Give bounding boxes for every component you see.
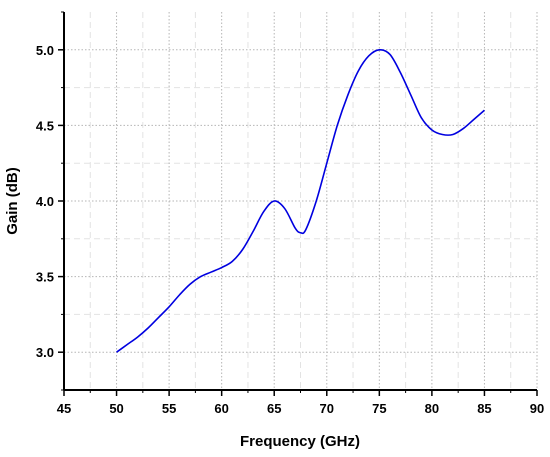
y-tick-label: 4.5	[36, 118, 54, 133]
y-axis-title: Gain (dB)	[4, 167, 21, 235]
tick-labels: 45 50 55 60 65 70 75 80 85 90 3.0 3.5 4.0 4.5 5.0	[36, 43, 544, 416]
x-tick-label: 50	[109, 401, 123, 416]
x-tick-label: 65	[267, 401, 281, 416]
x-tick-label: 70	[320, 401, 334, 416]
y-tick-label: 4.0	[36, 194, 54, 209]
x-tick-label: 90	[530, 401, 544, 416]
x-tick-label: 85	[477, 401, 491, 416]
x-tick-label: 45	[57, 401, 71, 416]
x-tick-label: 55	[162, 401, 176, 416]
x-tick-label: 75	[372, 401, 386, 416]
y-tick-label: 3.0	[36, 345, 54, 360]
gain-curve	[116, 48, 485, 353]
ticks	[58, 11, 538, 396]
x-tick-label: 80	[425, 401, 439, 416]
grid	[64, 12, 538, 391]
x-tick-label: 60	[214, 401, 228, 416]
y-tick-label: 5.0	[36, 43, 54, 58]
y-tick-label: 3.5	[36, 270, 54, 285]
plot-area	[116, 48, 485, 353]
x-axis-title: Frequency (GHz)	[240, 433, 360, 450]
